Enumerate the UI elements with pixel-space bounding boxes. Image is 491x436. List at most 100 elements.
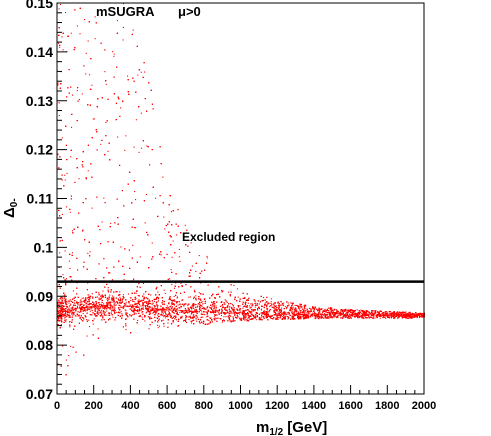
scatter-point bbox=[146, 145, 148, 147]
scatter-point bbox=[104, 314, 106, 316]
scatter-point bbox=[217, 312, 219, 314]
scatter-point bbox=[307, 314, 309, 316]
scatter-point bbox=[266, 310, 268, 312]
scatter-point bbox=[64, 179, 66, 181]
scatter-point bbox=[123, 294, 125, 296]
scatter-point bbox=[123, 279, 125, 281]
scatter-point bbox=[125, 329, 127, 331]
scatter-point bbox=[303, 305, 305, 307]
scatter-point bbox=[190, 313, 192, 315]
scatter-point bbox=[137, 306, 139, 308]
scatter-point bbox=[160, 254, 162, 256]
scatter-point bbox=[151, 242, 153, 244]
scatter-point bbox=[69, 315, 71, 317]
scatter-point bbox=[157, 305, 159, 307]
scatter-point bbox=[113, 300, 115, 302]
scatter-point bbox=[273, 303, 275, 305]
scatter-point bbox=[68, 305, 70, 307]
scatter-point bbox=[68, 307, 70, 309]
scatter-point bbox=[347, 311, 349, 313]
scatter-point bbox=[193, 298, 195, 300]
scatter-point bbox=[260, 308, 262, 310]
scatter-point bbox=[81, 297, 83, 299]
scatter-point bbox=[143, 293, 145, 295]
scatter-point bbox=[172, 240, 174, 242]
scatter-point bbox=[67, 35, 69, 37]
scatter-point bbox=[68, 302, 70, 304]
scatter-point bbox=[383, 315, 385, 317]
scatter-point bbox=[146, 311, 148, 313]
scatter-point bbox=[69, 276, 71, 278]
scatter-point bbox=[80, 309, 82, 311]
scatter-point bbox=[219, 310, 221, 312]
scatter-point bbox=[336, 309, 338, 311]
scatter-point bbox=[239, 305, 241, 307]
scatter-point bbox=[299, 305, 301, 307]
scatter-point bbox=[87, 305, 89, 307]
scatter-point bbox=[395, 312, 397, 314]
scatter-point bbox=[207, 306, 209, 308]
scatter-point bbox=[175, 319, 177, 321]
scatter-point bbox=[366, 317, 368, 319]
scatter-point bbox=[228, 313, 230, 315]
scatter-point bbox=[285, 313, 287, 315]
scatter-point bbox=[330, 315, 332, 317]
scatter-point bbox=[193, 289, 195, 291]
scatter-point bbox=[76, 25, 78, 27]
scatter-point bbox=[221, 307, 223, 309]
scatter-point bbox=[278, 315, 280, 317]
scatter-point bbox=[170, 300, 172, 302]
scatter-point bbox=[288, 317, 290, 319]
scatter-point bbox=[312, 315, 314, 317]
scatter-point bbox=[68, 260, 70, 262]
scatter-point bbox=[157, 324, 159, 326]
scatter-point bbox=[284, 306, 286, 308]
scatter-point bbox=[336, 317, 338, 319]
scatter-point bbox=[101, 314, 103, 316]
scatter-point bbox=[154, 306, 156, 308]
scatter-point bbox=[237, 296, 239, 298]
scatter-point bbox=[159, 309, 161, 311]
scatter-point bbox=[350, 317, 352, 319]
scatter-point bbox=[271, 304, 273, 306]
scatter-point bbox=[164, 228, 166, 230]
scatter-point bbox=[158, 325, 160, 327]
scatter-point bbox=[127, 293, 129, 295]
scatter-point bbox=[103, 303, 105, 305]
scatter-point bbox=[329, 317, 331, 319]
scatter-point bbox=[114, 305, 116, 307]
scatter-point bbox=[293, 312, 295, 314]
scatter-point bbox=[232, 316, 234, 318]
scatter-point bbox=[245, 306, 247, 308]
scatter-point bbox=[188, 296, 190, 298]
scatter-point bbox=[249, 305, 251, 307]
scatter-point bbox=[157, 291, 159, 293]
scatter-point bbox=[92, 323, 94, 325]
scatter-point bbox=[383, 311, 385, 313]
scatter-point bbox=[147, 302, 149, 304]
scatter-point bbox=[153, 308, 155, 310]
scatter-point bbox=[140, 71, 142, 73]
scatter-point bbox=[346, 315, 348, 317]
scatter-point bbox=[371, 310, 373, 312]
scatter-point bbox=[71, 252, 73, 254]
scatter-point bbox=[364, 313, 366, 315]
scatter-point bbox=[360, 309, 362, 311]
scatter-point bbox=[112, 301, 114, 303]
scatter-point bbox=[167, 306, 169, 308]
scatter-point bbox=[132, 300, 134, 302]
scatter-point bbox=[211, 306, 213, 308]
scatter-point bbox=[271, 303, 273, 305]
scatter-point bbox=[178, 248, 180, 250]
scatter-point bbox=[318, 312, 320, 314]
scatter-point bbox=[62, 300, 64, 302]
scatter-point bbox=[391, 312, 393, 314]
scatter-point bbox=[222, 290, 224, 292]
scatter-point bbox=[128, 302, 130, 304]
scatter-point bbox=[305, 312, 307, 314]
scatter-point bbox=[238, 306, 240, 308]
scatter-point bbox=[233, 309, 235, 311]
scatter-point bbox=[157, 319, 159, 321]
scatter-point bbox=[163, 316, 165, 318]
scatter-point bbox=[63, 313, 65, 315]
